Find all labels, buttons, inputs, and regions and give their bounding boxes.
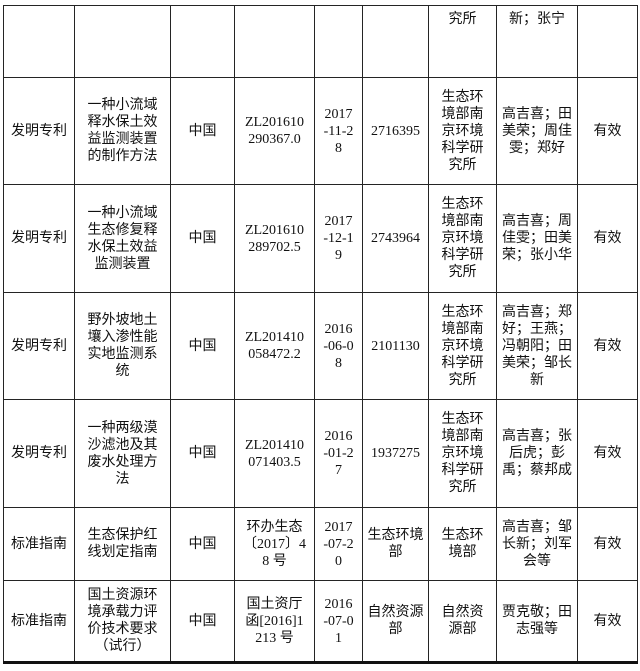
cell-type: 标准指南	[3, 580, 75, 664]
cell-date: 2017-07-20	[314, 507, 363, 581]
cell-org: 究所	[428, 5, 497, 78]
cell-type: 发明专利	[3, 292, 75, 400]
cell-inventors: 高吉喜；邹长新；刘军会等	[496, 507, 578, 581]
cell-country: 中国	[170, 77, 235, 185]
cell-inventors: 高吉喜；郑好；王燕；冯朝阳；田美荣；邹长新	[496, 292, 578, 400]
cell-inventors: 贾克敬；田志强等	[496, 580, 578, 664]
cell-org: 生态环境部南京环境科学研究所	[428, 184, 497, 293]
table-row: 发明专利 一种两级漠沙滤池及其废水处理方法 中国 ZL201410071403.…	[3, 399, 638, 508]
cell-type: 标准指南	[3, 507, 75, 581]
cell-type: 发明专利	[3, 399, 75, 508]
cell-status	[577, 5, 638, 78]
cell-status: 有效	[577, 77, 638, 185]
cell-cert-no: 1937275	[362, 399, 429, 508]
cell-status: 有效	[577, 580, 638, 664]
cell-country: 中国	[170, 184, 235, 293]
cell-type: 发明专利	[3, 77, 75, 185]
cell-cert-no: 生态环境部	[362, 507, 429, 581]
cell-date: 2016-01-27	[314, 399, 363, 508]
cell-title: 野外坡地土壤入渗性能实地监测系统	[74, 292, 171, 400]
table-row-continuation: 究所 新；张宁	[3, 5, 638, 78]
cell-country: 中国	[170, 580, 235, 664]
cell-org: 生态环境部南京环境科学研究所	[428, 399, 497, 508]
cell-title: 生态保护红线划定指南	[74, 507, 171, 581]
cell-number: ZL201410071403.5	[234, 399, 315, 508]
cell-title	[74, 5, 171, 78]
cell-country: 中国	[170, 507, 235, 581]
cell-title: 国土资源环境承载力评价技术要求（试行）	[74, 580, 171, 664]
cell-org: 生态环境部南京环境科学研究所	[428, 77, 497, 185]
cell-number: 环办生态〔2017〕48 号	[234, 507, 315, 581]
cell-cert-no: 2716395	[362, 77, 429, 185]
cell-title: 一种两级漠沙滤池及其废水处理方法	[74, 399, 171, 508]
cell-inventors: 高吉喜；周佳雯；田美荣；张小华	[496, 184, 578, 293]
cell-inventors: 高吉喜；田美荣；周佳雯；郑好	[496, 77, 578, 185]
cell-status: 有效	[577, 507, 638, 581]
cell-date	[314, 5, 363, 78]
cell-number: ZL201610290367.0	[234, 77, 315, 185]
cell-title: 一种小流域释水保土效益监测装置的制作方法	[74, 77, 171, 185]
cell-org: 自然资源部	[428, 580, 497, 664]
cell-number	[234, 5, 315, 78]
cell-status: 有效	[577, 292, 638, 400]
cell-date: 2017-12-19	[314, 184, 363, 293]
table-row: 发明专利 一种小流域生态修复释水保土效益监测装置 中国 ZL2016102897…	[3, 184, 638, 293]
patents-standards-table: 究所 新；张宁 发明专利 一种小流域释水保土效益监测装置的制作方法 中国 ZL2…	[3, 5, 638, 664]
table-row: 发明专利 一种小流域释水保土效益监测装置的制作方法 中国 ZL201610290…	[3, 77, 638, 185]
cell-date: 2016-07-01	[314, 580, 363, 664]
cell-type: 发明专利	[3, 184, 75, 293]
cell-status: 有效	[577, 184, 638, 293]
table-row: 标准指南 国土资源环境承载力评价技术要求（试行） 中国 国土资厅函[2016]1…	[3, 580, 638, 664]
cell-country: 中国	[170, 399, 235, 508]
table-row: 发明专利 野外坡地土壤入渗性能实地监测系统 中国 ZL201410058472.…	[3, 292, 638, 400]
table-row: 标准指南 生态保护红线划定指南 中国 环办生态〔2017〕48 号 2017-0…	[3, 507, 638, 581]
cell-cert-no: 自然资源部	[362, 580, 429, 664]
cell-title: 一种小流域生态修复释水保土效益监测装置	[74, 184, 171, 293]
cell-country	[170, 5, 235, 78]
cell-number: 国土资厅函[2016]1213 号	[234, 580, 315, 664]
cell-org: 生态环境部	[428, 507, 497, 581]
cell-number: ZL201410058472.2	[234, 292, 315, 400]
cell-inventors: 新；张宁	[496, 5, 578, 78]
cell-inventors: 高吉喜；张后虎；彭禹；蔡邦成	[496, 399, 578, 508]
cell-cert-no: 2101130	[362, 292, 429, 400]
cell-cert-no: 2743964	[362, 184, 429, 293]
cell-date: 2016-06-08	[314, 292, 363, 400]
cell-number: ZL201610289702.5	[234, 184, 315, 293]
cell-country: 中国	[170, 292, 235, 400]
cell-date: 2017-11-28	[314, 77, 363, 185]
cell-org: 生态环境部南京环境科学研究所	[428, 292, 497, 400]
cell-status: 有效	[577, 399, 638, 508]
cell-cert-no	[362, 5, 429, 78]
cell-type	[3, 5, 75, 78]
